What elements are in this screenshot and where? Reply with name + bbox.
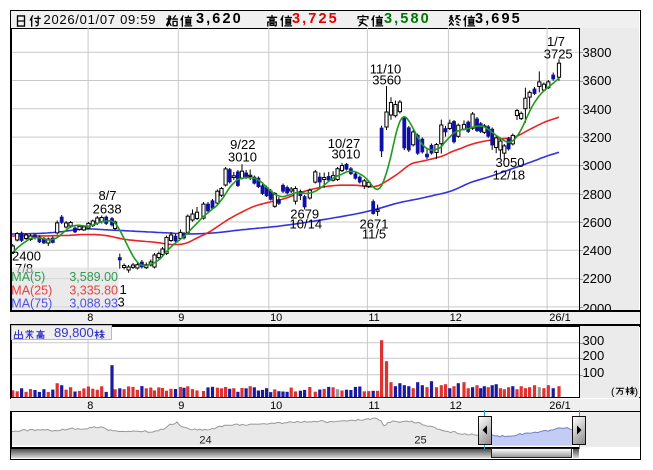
svg-text:MA(75): MA(75) [11, 297, 52, 311]
svg-text:11/10: 11/10 [370, 61, 402, 76]
svg-text:2671: 2671 [360, 216, 389, 231]
svg-text:MA(5): MA(5) [11, 270, 45, 284]
svg-text:1: 1 [120, 282, 127, 297]
svg-text:3050: 3050 [496, 155, 525, 170]
svg-text:3,088.93: 3,088.93 [69, 297, 118, 311]
svg-text:3725: 3725 [544, 47, 573, 62]
svg-text:3010: 3010 [331, 147, 360, 162]
svg-text:1/7: 1/7 [547, 34, 565, 49]
svg-text:8/7: 8/7 [98, 188, 116, 203]
svg-text:24: 24 [199, 434, 211, 446]
svg-text:3,589.00: 3,589.00 [69, 270, 118, 284]
svg-text:2679: 2679 [290, 207, 319, 222]
svg-text:2400: 2400 [12, 249, 41, 264]
svg-text:10/14: 10/14 [290, 217, 323, 232]
svg-text:2638: 2638 [93, 202, 122, 217]
svg-text:12/18: 12/18 [493, 168, 526, 183]
svg-text:3: 3 [118, 294, 125, 309]
svg-text:3560: 3560 [372, 72, 401, 87]
svg-text:MA(25): MA(25) [11, 283, 52, 297]
svg-text:3010: 3010 [228, 150, 257, 165]
svg-text:11/5: 11/5 [362, 227, 386, 242]
svg-text:9/22: 9/22 [230, 137, 255, 152]
svg-text:3,335.80: 3,335.80 [69, 283, 118, 297]
svg-text:25: 25 [414, 434, 426, 446]
svg-text:10/27: 10/27 [328, 136, 361, 151]
